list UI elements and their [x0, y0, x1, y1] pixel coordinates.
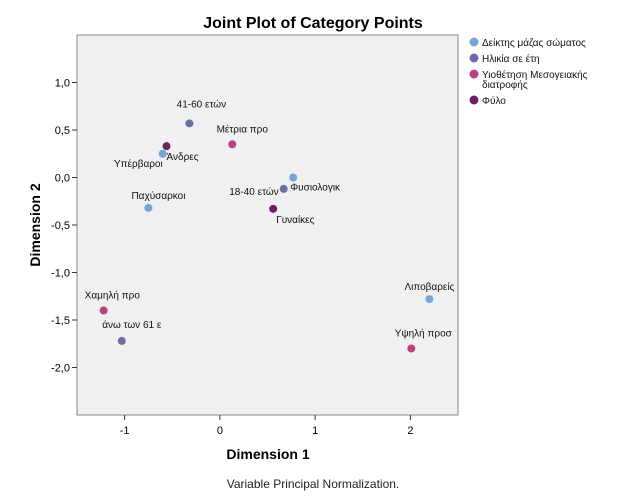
y-tick-label: 0,0: [55, 173, 70, 185]
y-tick-label: -1,5: [51, 315, 70, 327]
y-axis-title: Dimension 2: [27, 183, 43, 266]
legend-marker: [469, 69, 479, 79]
point-label: Άνδρες: [167, 152, 199, 163]
y-tick-label: 0,5: [55, 125, 70, 137]
legend-label: Φύλο: [482, 95, 506, 107]
point-label: Χαμηλή προ: [85, 290, 141, 302]
y-tick-label: -1,0: [51, 268, 70, 280]
plot-area-background: [76, 34, 459, 416]
y-tick-label: -0,5: [51, 220, 70, 232]
point-label: Υπέρβαροι: [114, 158, 163, 170]
data-point: [425, 295, 434, 304]
y-axis: 1,0 0,5 0,0 -0,5 -1,0 -1,5 -2,0: [51, 78, 77, 375]
x-axis: -1 0 1 2: [120, 415, 413, 437]
point-label: άνω των 61 ε: [102, 319, 162, 331]
data-point: [279, 184, 288, 193]
x-axis-title: Dimension 1: [226, 446, 309, 462]
point-label: Παχύσαρκοι: [131, 190, 185, 202]
x-tick-label: -1: [120, 425, 130, 437]
data-point: [117, 336, 126, 345]
legend-label: Υιοθέτηση Μεσογειακής: [482, 69, 588, 81]
point-label: Φυσιολογικ: [290, 183, 341, 194]
point-label: 18-40 ετών: [229, 186, 278, 198]
legend-label: Δείκτης μάζας σώματος: [482, 37, 586, 49]
y-tick-label: 1,0: [55, 78, 70, 90]
data-point: [228, 140, 237, 149]
point-label: 41-60 ετών: [177, 98, 226, 110]
chart-title: Joint Plot of Category Points: [203, 15, 423, 32]
data-point: [269, 204, 278, 213]
data-point: [99, 306, 108, 315]
legend-marker: [469, 95, 479, 105]
legend-marker: [469, 53, 479, 63]
data-point: [289, 173, 298, 182]
point-label: Υψηλή προσ: [395, 328, 453, 340]
data-point: [185, 119, 194, 128]
point-label: Μέτρια προ: [217, 123, 269, 135]
legend: Δείκτης μάζας σώματος Ηλικία σε έτη Υιοθέτ…: [469, 37, 588, 107]
legend-marker: [469, 37, 479, 47]
x-tick-label: 2: [407, 425, 413, 437]
point-label: Λιποβαρείς: [404, 281, 454, 293]
chart-footnote: Variable Principal Normalization.: [227, 477, 400, 491]
x-tick-label: 0: [217, 425, 223, 437]
legend-label: Ηλικία σε έτη: [482, 53, 540, 65]
x-tick-label: 1: [312, 425, 318, 437]
data-point: [144, 203, 153, 212]
data-point: [158, 149, 167, 158]
legend-label: διατροφής: [482, 79, 528, 91]
data-points: Υπέρβαροι Παχύσαρκοι Φυσιολογικ Λιποβαρείς 4…: [85, 98, 455, 353]
point-label: Γυναίκες: [276, 214, 314, 226]
data-point: [162, 142, 171, 151]
data-point: [407, 344, 416, 353]
y-tick-label: -2,0: [51, 363, 70, 375]
